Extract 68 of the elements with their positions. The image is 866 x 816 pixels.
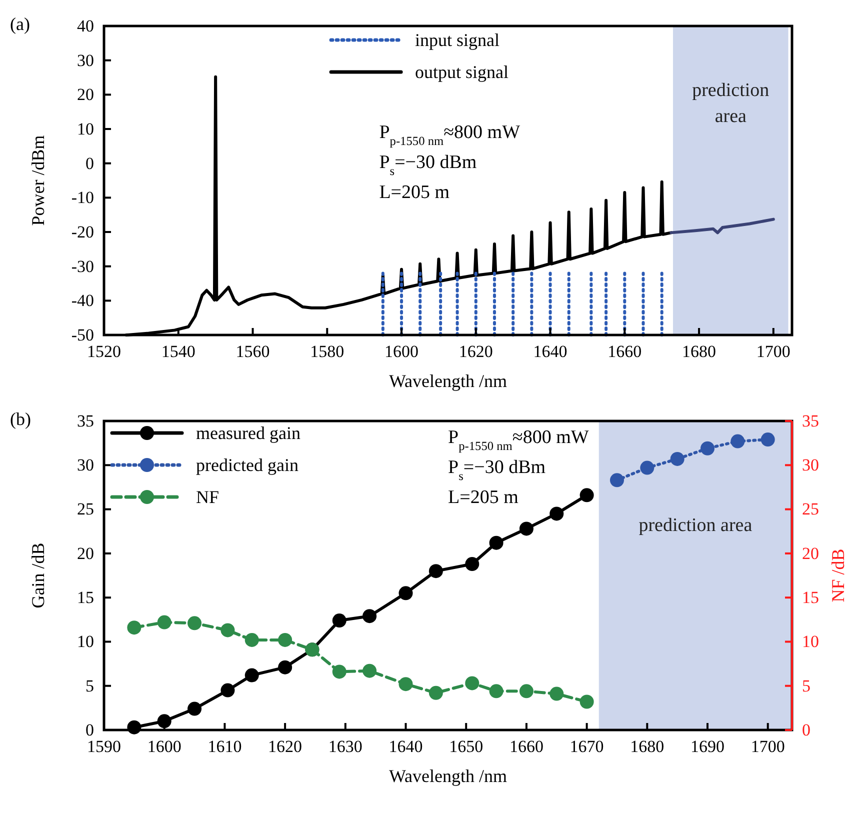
annotation: P$_{s}$=−30 dBm <box>448 457 546 483</box>
text: (a) <box>10 14 30 34</box>
x-tick-label: 1670 <box>570 737 604 756</box>
legend-label: input signal <box>415 30 500 50</box>
y-tick-label: 5 <box>86 676 94 696</box>
y-tick-label: 0 <box>86 720 94 740</box>
x-tick-label: 1680 <box>630 737 664 756</box>
x-tick-label: 1600 <box>384 342 419 362</box>
legend-label: NF <box>196 487 220 507</box>
x-tick-label: 1660 <box>608 342 642 362</box>
y-tick-label: 10 <box>77 119 94 138</box>
y-tick-label: 25 <box>77 500 94 519</box>
annotation: P$_{p-1550 nm}$≈800 mW <box>379 122 520 148</box>
x-axis-title: Wavelength /nm <box>388 371 508 391</box>
x-tick-label: 1610 <box>208 737 242 756</box>
y-tick-label: 0 <box>86 154 94 173</box>
band-label: prediction area <box>692 80 770 127</box>
y2-tick-label: 25 <box>802 500 819 519</box>
y-tick-label: 20 <box>77 544 94 563</box>
x-tick-label: 1650 <box>449 737 484 756</box>
x-tick-label: 1660 <box>509 737 544 756</box>
y2-axis-title: NF /dB <box>828 548 848 602</box>
x-tick-label: 1620 <box>268 737 302 756</box>
y2-tick-label: 35 <box>802 411 819 430</box>
y-tick-label: 30 <box>77 456 94 475</box>
x-tick-label: 1640 <box>388 737 423 756</box>
x-tick-label: 1580 <box>310 342 344 362</box>
x-axis-title: Wavelength /nm <box>388 766 508 786</box>
text: (b) <box>10 409 31 429</box>
y-tick-label: -30 <box>71 256 94 276</box>
x-tick-label: 1640 <box>533 342 568 362</box>
legend-label: measured gain <box>196 423 300 443</box>
legend-label: predicted gain <box>196 455 298 475</box>
y-tick-label: 20 <box>77 85 94 104</box>
annotation: P$_{p-1550 nm}$≈800 mW <box>448 427 589 453</box>
y-tick-label: 10 <box>77 632 94 652</box>
y2-tick-label: 20 <box>802 544 819 563</box>
annotation: P$_{s}$=−30 dBm <box>379 152 477 178</box>
x-tick-label: 1700 <box>756 342 790 362</box>
y-axis-title: Power /dBm <box>28 135 48 226</box>
x-tick-label: 1680 <box>682 342 716 362</box>
band-label: prediction area <box>638 515 753 536</box>
y2-tick-label: 0 <box>802 720 810 740</box>
x-tick-label: 1690 <box>690 737 725 756</box>
x-tick-label: 1600 <box>147 737 182 756</box>
annotation: L=205 m <box>379 182 450 203</box>
y-tick-label: 15 <box>77 588 94 608</box>
y2-tick-label: 15 <box>802 588 819 608</box>
x-tick-label: 1630 <box>328 737 362 756</box>
x-tick-label: 1620 <box>458 342 493 362</box>
x-tick-label: 1590 <box>87 737 121 756</box>
y-tick-label: 35 <box>77 411 94 430</box>
x-tick-label: 1560 <box>236 342 270 362</box>
y2-tick-label: 30 <box>802 456 819 475</box>
x-tick-label: 1520 <box>87 342 121 362</box>
y-tick-label: 40 <box>77 16 94 36</box>
y2-tick-label: 10 <box>802 632 819 652</box>
y-tick-label: -20 <box>71 222 94 242</box>
y-tick-label: -10 <box>71 188 94 208</box>
annotation: L=205 m <box>448 487 519 508</box>
y-axis-title: Gain /dB <box>28 542 48 608</box>
y-tick-label: 30 <box>77 50 94 70</box>
x-tick-label: 1540 <box>161 342 196 362</box>
y2-tick-label: 5 <box>802 676 810 696</box>
x-tick-label: 1700 <box>750 737 785 756</box>
y-tick-label: -40 <box>71 291 94 310</box>
y-tick-label: -50 <box>71 325 94 344</box>
legend-label: output signal <box>415 62 509 82</box>
